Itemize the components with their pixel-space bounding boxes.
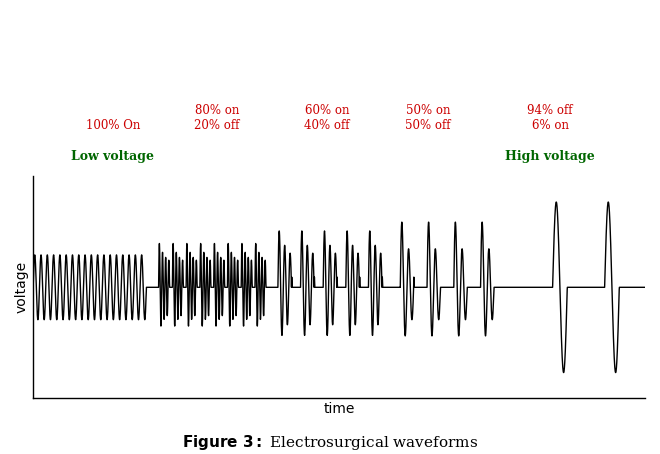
- Text: 60% on
40% off: 60% on 40% off: [304, 104, 350, 132]
- Text: 80% on
20% off: 80% on 20% off: [194, 104, 240, 132]
- Text: $\bf{Figure\ 3:}$ Electrosurgical waveforms: $\bf{Figure\ 3:}$ Electrosurgical wavefo…: [182, 433, 478, 452]
- X-axis label: time: time: [323, 402, 355, 416]
- Text: Low voltage: Low voltage: [71, 150, 154, 163]
- Y-axis label: voltage: voltage: [15, 261, 29, 313]
- Text: High voltage: High voltage: [506, 150, 595, 163]
- Text: 94% off
6% on: 94% off 6% on: [527, 104, 573, 132]
- Text: 50% on
50% off: 50% on 50% off: [405, 104, 451, 132]
- Text: 100% On: 100% On: [86, 119, 140, 132]
